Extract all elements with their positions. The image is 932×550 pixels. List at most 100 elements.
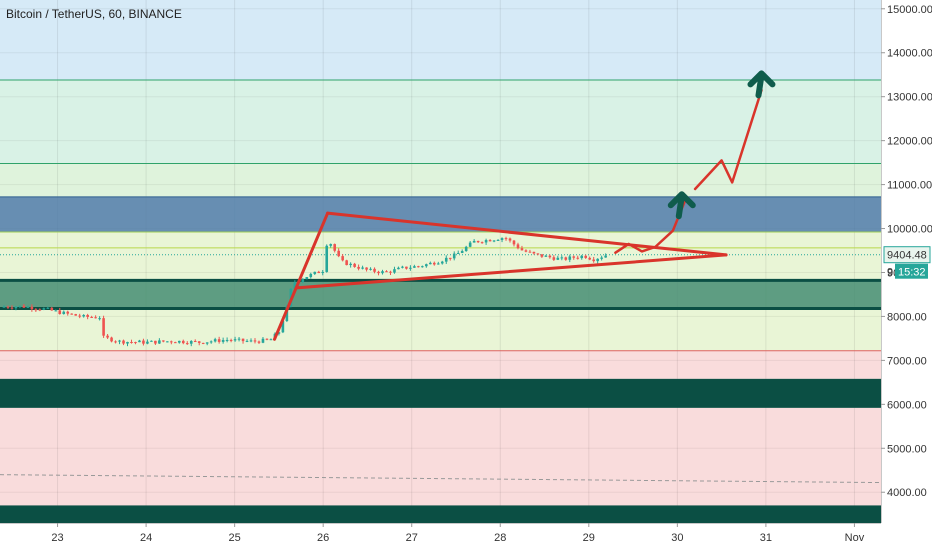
candle-body bbox=[468, 242, 472, 247]
candle-body bbox=[341, 256, 344, 261]
candle-body bbox=[205, 342, 209, 344]
price-axis[interactable]: 4000.005000.006000.007000.008000.009000.… bbox=[881, 0, 932, 550]
candle-body bbox=[500, 238, 504, 240]
candle-body bbox=[385, 271, 388, 273]
countdown-label: 15:32 bbox=[898, 267, 926, 279]
projection-path-1 bbox=[614, 196, 688, 254]
candle-body bbox=[110, 337, 113, 342]
candle-body bbox=[94, 317, 97, 319]
candle-body bbox=[90, 316, 93, 318]
candle-body bbox=[524, 250, 528, 252]
candle-body bbox=[102, 318, 105, 336]
candle-body bbox=[564, 257, 568, 260]
candle-body bbox=[596, 258, 599, 262]
candle-body bbox=[504, 238, 508, 240]
candle-body bbox=[229, 339, 233, 341]
candle-body bbox=[429, 262, 432, 265]
candle-body bbox=[2, 306, 6, 308]
candle-body bbox=[313, 271, 317, 274]
candle-body bbox=[146, 341, 149, 344]
candle-body bbox=[377, 271, 380, 274]
candle-body bbox=[301, 279, 305, 282]
zone-support bbox=[0, 280, 881, 309]
candle-body bbox=[162, 340, 165, 342]
candle-body bbox=[425, 264, 428, 267]
candle-body bbox=[62, 311, 66, 315]
candle-body bbox=[448, 257, 452, 259]
candle-body bbox=[436, 263, 440, 265]
background-band bbox=[0, 350, 881, 379]
triangle-lower-line bbox=[295, 253, 728, 290]
price-tick-label: 4000.00 bbox=[887, 487, 927, 499]
candle-body bbox=[484, 240, 488, 243]
candle-body bbox=[532, 251, 536, 254]
candle-body bbox=[572, 256, 576, 258]
candle-body bbox=[604, 255, 607, 258]
candle-body bbox=[126, 341, 129, 344]
candle-body bbox=[584, 255, 588, 258]
price-tick-label-partial: 9 bbox=[887, 267, 893, 279]
candle-body bbox=[393, 269, 396, 273]
time-tick-label: 25 bbox=[229, 532, 241, 544]
candle-body bbox=[365, 267, 368, 270]
time-axis[interactable]: 23 24 25 26 27 28 29 30 31 Nov bbox=[0, 523, 932, 550]
candle-body bbox=[86, 314, 89, 317]
candle-body bbox=[433, 262, 436, 265]
last-price-label: 9404.48 bbox=[887, 250, 927, 262]
candle-body bbox=[456, 252, 460, 254]
candle-body bbox=[496, 239, 500, 241]
candle-body bbox=[381, 271, 384, 274]
zone-resistance bbox=[0, 196, 881, 233]
time-tick-label: 30 bbox=[671, 532, 683, 544]
candle-body bbox=[389, 271, 392, 273]
candle-body bbox=[70, 313, 74, 315]
up-arrow-icon-shaft bbox=[755, 72, 765, 99]
countdown-tag bbox=[895, 263, 928, 279]
candle-body bbox=[305, 277, 309, 280]
time-tick-label: 31 bbox=[760, 532, 772, 544]
candle-body bbox=[26, 306, 30, 308]
candle-body bbox=[106, 335, 109, 338]
candle-body bbox=[464, 246, 468, 252]
candle-body bbox=[536, 253, 540, 255]
candle-body bbox=[58, 310, 62, 315]
background-band bbox=[0, 79, 881, 164]
candle-body bbox=[170, 341, 173, 343]
candle-body bbox=[353, 263, 356, 267]
candle-body bbox=[6, 306, 10, 308]
candle-body bbox=[357, 266, 360, 269]
candle-body bbox=[444, 257, 448, 262]
candle-body bbox=[50, 307, 54, 311]
price-tick-label: 13000.00 bbox=[887, 92, 932, 104]
candle-body bbox=[472, 240, 476, 243]
candle-body bbox=[177, 340, 181, 343]
candle-body bbox=[600, 257, 603, 259]
candle-body bbox=[42, 308, 46, 310]
candle-body bbox=[98, 318, 101, 320]
candle-body bbox=[34, 309, 38, 311]
candle-body bbox=[281, 321, 285, 333]
candle-body bbox=[225, 339, 229, 341]
candle-body bbox=[548, 255, 552, 258]
candle-body bbox=[317, 271, 321, 274]
candle-body bbox=[401, 266, 404, 268]
candle-body bbox=[82, 314, 85, 317]
candle-body bbox=[285, 306, 289, 322]
time-axis-background bbox=[0, 523, 932, 550]
candle-body bbox=[488, 240, 492, 242]
candle-body bbox=[321, 271, 325, 274]
candle-body bbox=[409, 267, 412, 269]
candle-body bbox=[576, 257, 580, 259]
candle-body bbox=[440, 261, 444, 264]
triangle-upper-line bbox=[326, 211, 728, 257]
candle-body bbox=[552, 257, 556, 260]
candle-body bbox=[373, 268, 376, 272]
candle-body bbox=[413, 266, 416, 268]
candle-body bbox=[185, 343, 189, 345]
candle-body bbox=[142, 340, 145, 344]
candle-body bbox=[421, 266, 424, 268]
candle-body bbox=[452, 253, 456, 259]
candle-body bbox=[130, 341, 133, 343]
time-tick-label: 27 bbox=[406, 532, 418, 544]
candle-body bbox=[10, 307, 14, 309]
